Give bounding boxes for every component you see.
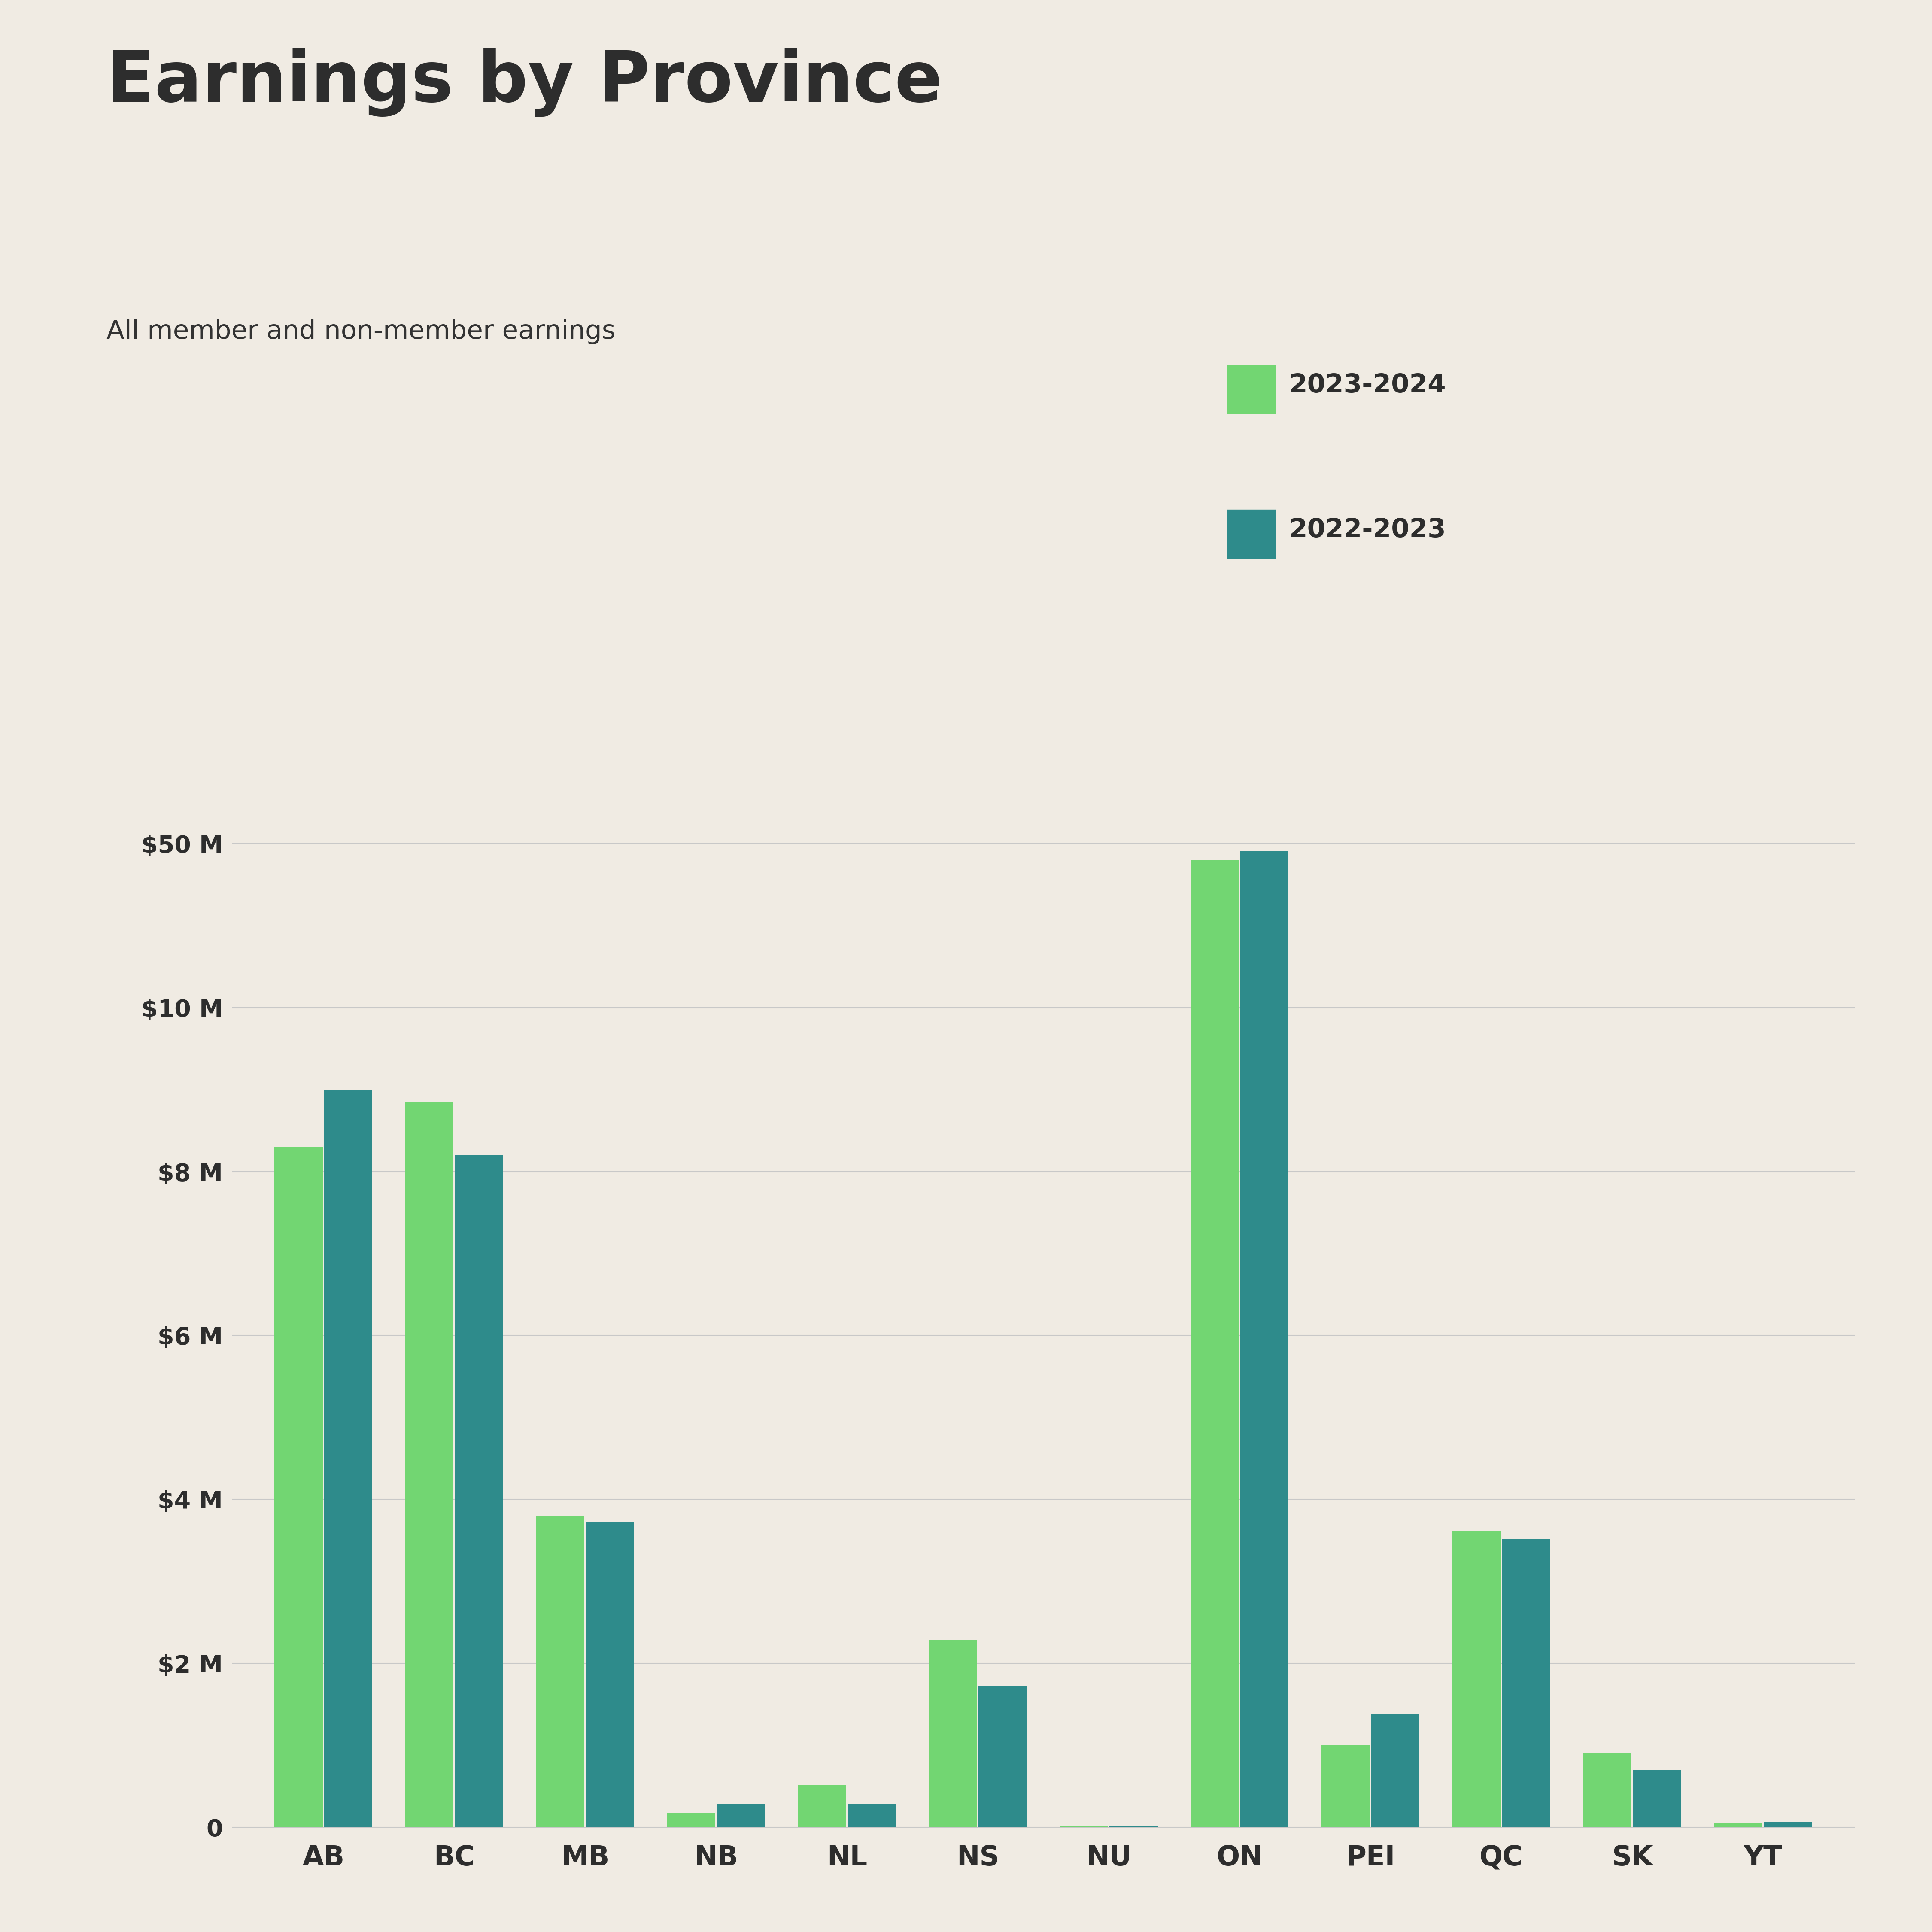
Bar bbox=[1240, 850, 1289, 1828]
Bar bbox=[456, 1155, 504, 1828]
Bar bbox=[1764, 1822, 1812, 1828]
Bar bbox=[537, 1517, 585, 1828]
Bar bbox=[1714, 1824, 1762, 1828]
Text: All member and non-member earnings: All member and non-member earnings bbox=[106, 319, 614, 344]
Bar bbox=[717, 1804, 765, 1828]
Bar bbox=[980, 1687, 1026, 1828]
Bar bbox=[585, 1522, 634, 1828]
Bar bbox=[1453, 1530, 1501, 1828]
Bar bbox=[667, 1812, 715, 1828]
Bar bbox=[848, 1804, 896, 1828]
Text: 2022-2023: 2022-2023 bbox=[1289, 518, 1445, 543]
Text: Earnings by Province: Earnings by Province bbox=[106, 48, 943, 118]
Bar bbox=[798, 1785, 846, 1828]
Bar bbox=[1501, 1538, 1549, 1828]
Bar bbox=[274, 1148, 323, 1828]
Bar bbox=[929, 1640, 978, 1828]
Bar bbox=[1582, 1754, 1631, 1828]
Text: 2023-2024: 2023-2024 bbox=[1289, 373, 1445, 398]
Bar bbox=[325, 1090, 373, 1828]
Bar bbox=[1321, 1745, 1370, 1828]
Bar bbox=[1633, 1770, 1681, 1828]
Bar bbox=[1190, 860, 1238, 1828]
Bar bbox=[406, 1101, 454, 1828]
Bar bbox=[1372, 1714, 1420, 1828]
